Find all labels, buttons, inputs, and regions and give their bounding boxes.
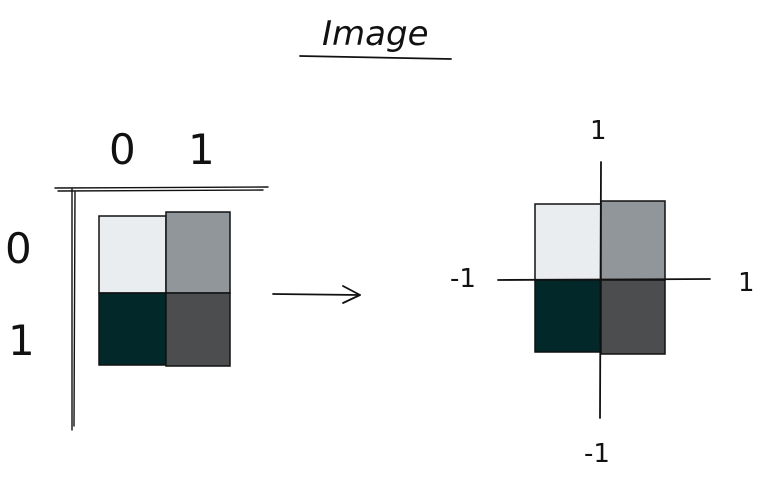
pixel-cell-0-1: [165, 211, 231, 294]
coordinate-cell-bottom-left: [534, 279, 602, 353]
pixel-cell-1-0: [98, 292, 167, 366]
coordinate-grid: -1 1 1 -1: [450, 116, 755, 469]
y-axis-max-label: 1: [590, 116, 607, 146]
right-arrow-icon: [272, 285, 361, 304]
x-axis-line: [497, 278, 711, 281]
x-axis-max-label: 1: [738, 268, 755, 298]
diagram-title: Image: [322, 14, 428, 54]
column-index-rule: [54, 186, 269, 192]
title-underline: [299, 55, 452, 60]
row-index-rule: [71, 188, 76, 431]
y-axis-line: [599, 161, 602, 419]
x-axis-min-label: -1: [450, 264, 476, 294]
coordinate-cell-top-right: [600, 200, 666, 281]
column-label-1: 1: [188, 125, 215, 174]
pixel-grid: 0 1 0 1: [5, 125, 269, 431]
row-label-0: 0: [5, 224, 32, 273]
pixel-cell-0-0: [98, 215, 167, 294]
coordinate-cell-top-left: [534, 203, 602, 281]
pixel-cell-1-1: [165, 292, 231, 367]
coordinate-cell-bottom-right: [600, 279, 666, 355]
y-axis-min-label: -1: [584, 439, 610, 469]
row-label-1: 1: [8, 316, 35, 365]
column-label-0: 0: [109, 125, 136, 174]
